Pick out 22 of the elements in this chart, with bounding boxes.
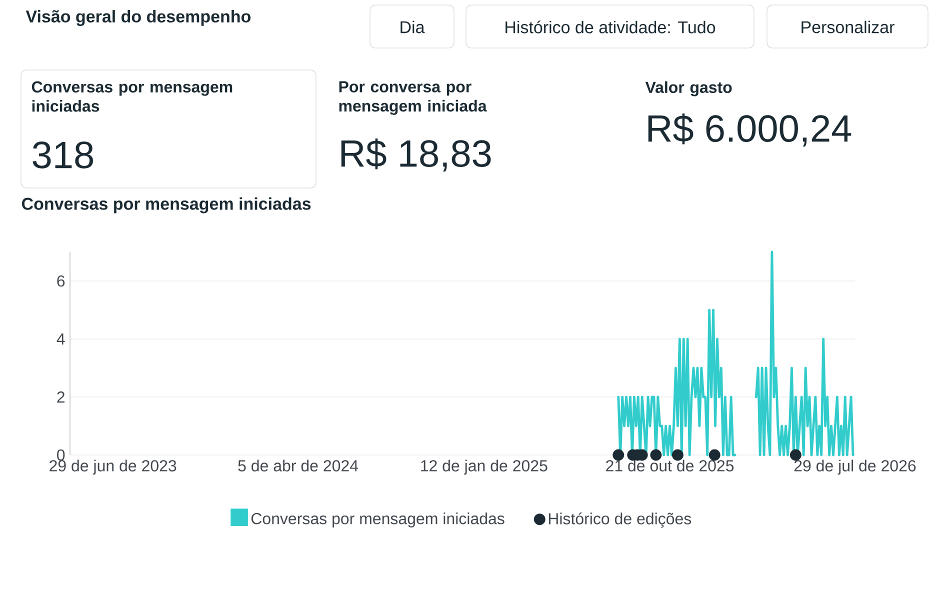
text: 318	[32, 142, 94, 168]
y-tick-label: 6	[57, 275, 65, 287]
text: Dia	[400, 20, 425, 34]
text: Personalizar	[802, 20, 894, 34]
text: Valor gasto	[645, 81, 732, 96]
text: Visão geral do desempenho	[26, 10, 251, 26]
y-tick-label: 0	[57, 449, 65, 461]
x-tick-label: 29 de jun de 2023	[50, 460, 176, 475]
x-tick-label: 29 de jul de 2026	[794, 460, 916, 475]
x-tick-label: 12 de jan de 2025	[421, 460, 548, 475]
text: Conversas por mensagem iniciadas	[32, 81, 232, 112]
text: R$ 6.000,24	[648, 114, 852, 146]
chart-title: Conversas por mensagem iniciadas	[22, 197, 311, 214]
legend-label: Conversas por mensagem iniciadas	[251, 512, 504, 528]
y-tick-label: 2	[57, 391, 64, 403]
text: R$ 18,83	[341, 138, 491, 172]
legend-label: Histórico de edições	[548, 512, 692, 528]
x-tick-label: 21 de out de 2025	[606, 460, 734, 472]
y-tick-label: 4	[56, 334, 65, 344]
text: Histórico de atividade: Tudo	[506, 20, 716, 34]
x-tick-label: 5 de abr de 2024	[238, 460, 358, 472]
text: Por conversa por mensagem iniciada	[339, 81, 487, 115]
